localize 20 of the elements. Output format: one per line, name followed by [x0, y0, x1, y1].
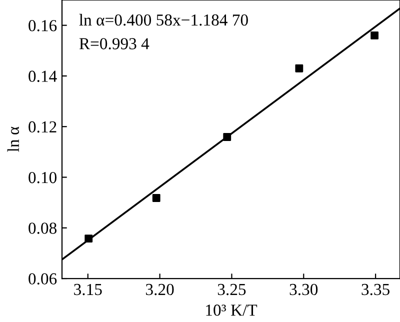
- y-tick-label: 0.12: [28, 121, 56, 133]
- point: [152, 194, 160, 202]
- y-tick-label: 0.16: [28, 20, 57, 32]
- y-axis-title: ln α: [7, 126, 20, 152]
- x-tick-label: 3.15: [74, 284, 102, 296]
- point: [370, 31, 378, 40]
- y-tick-label: 0.08: [28, 222, 57, 234]
- point: [295, 64, 304, 72]
- x-tick-label: 3.20: [146, 284, 174, 296]
- point: [84, 234, 93, 242]
- annotation: ln α=0.400 58x−1.184 70: [79, 14, 248, 26]
- point: [223, 133, 232, 141]
- y-tick-label: 0.14: [28, 70, 57, 82]
- annotation: R=0.993 4: [79, 38, 150, 50]
- x-tick-label: 3.30: [290, 284, 318, 296]
- x-tick-label: 3.35: [362, 284, 390, 296]
- x-tick-label: 3.25: [218, 284, 246, 296]
- x-axis-title: 10³ K/T: [206, 304, 258, 316]
- y-tick-label: 0.10: [28, 172, 57, 184]
- y-tick-label: 0.06: [28, 273, 57, 285]
